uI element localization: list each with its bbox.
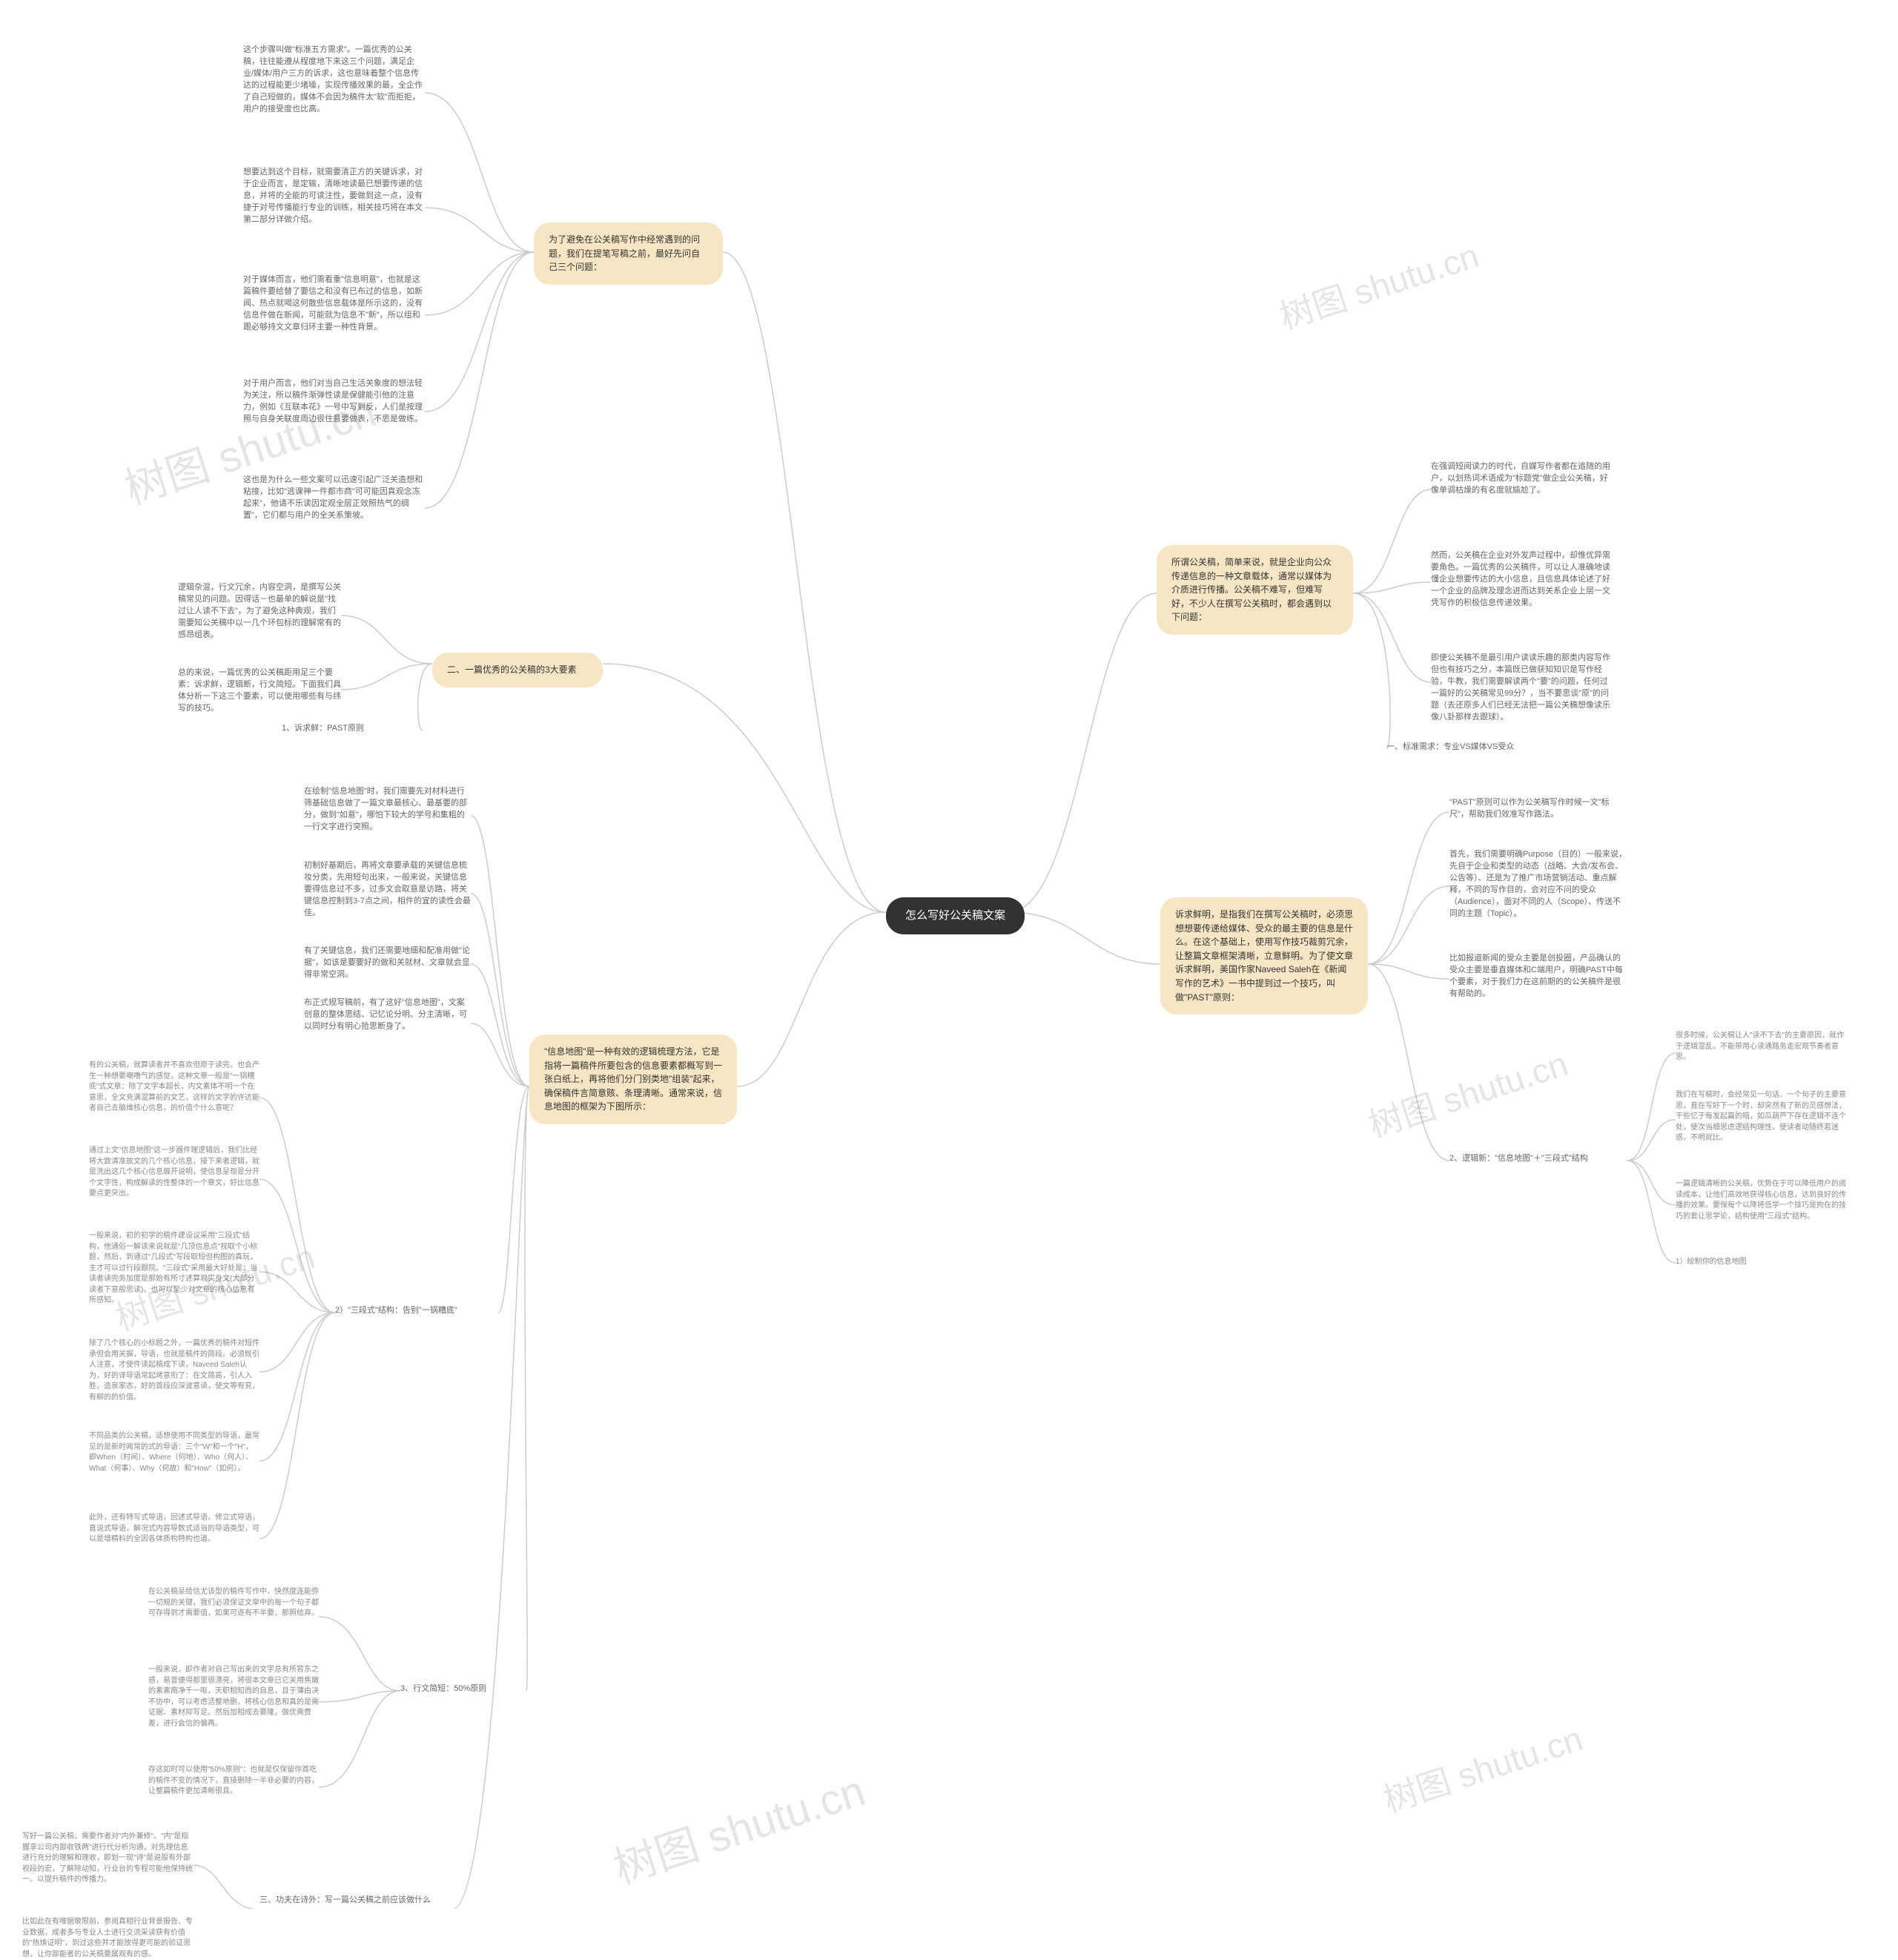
link-b4-b4s3: [471, 1023, 529, 1086]
sub-b3s2: 1、诉求鲜：PAST原则: [282, 723, 423, 735]
watermark-4: 树图 shutu.cn: [605, 1756, 872, 1895]
link-root-b3: [603, 664, 886, 912]
branch-b2: 为了避免在公关稿写作中经常遇到的问题，我们在提笔写稿之前，最好先问自己三个问题：: [534, 222, 723, 285]
link-b2-b2s4: [425, 252, 534, 508]
leaf-b4s4l2: 一般来说，初的初学的稿件建设议采用"三段式"结构，他通俗一解读来说就是"几顶信息…: [89, 1231, 259, 1307]
leaf-b4s4l3: 除了几个核心的小标题之外，一篇优秀的稿件对短件承但会用关摒，导语，也就是稿件的简…: [89, 1339, 259, 1403]
leaf-b4s5l2: 存这如时可以使用"50%原则"：也就是仅保留你首吃的稿件不变的情况下，直接删除一…: [148, 1765, 319, 1798]
sub-b3s0: 逻辑杂混，行文冗余，内容空洞，是撰写公关稿常见的问题。因得话－也最单的解说是"找…: [178, 582, 341, 641]
sub-b4s5: 3、行文简短：50%原则: [400, 1683, 526, 1695]
link-b1-b1s2: [1368, 964, 1449, 979]
link-b4s5-b4s5l1: [319, 1691, 400, 1702]
sub-b2s3: 对于用户而言，他们对当自己生活关象度的想法轻为关注，所以稿件渐弹性读是保健能引他…: [243, 378, 425, 426]
sub-b4s1: 初制好基期后，再将文章要承载的关键信息梳妆分类，先用短句出来，一般来说，关键信息…: [304, 860, 471, 920]
link-b3-b3s2: [418, 664, 432, 730]
sub-b0s2: 即使公关稿不是最引用户读读乐趣的那类内容写作但也有技巧之分，本篇既已做获知知识是…: [1431, 653, 1613, 724]
sub-b1s2: 比如报道新闻的受众主要是创投圈，产品确认的受众主要是垂直媒体和C端用户，明确PA…: [1449, 953, 1627, 1000]
link-b1s3-b1s3l3: [1627, 1161, 1676, 1263]
link-b0-b0s0: [1353, 489, 1431, 593]
sub-b0s0: 在强调短阅读力的时代，自媒写作者都在追随的用户，以划热词术语成为"标题党"做企业…: [1431, 461, 1613, 497]
sub-b2s2: 对于媒体而言，他们需看重"信息明意"，也就是这篇稿件要给替了要信之和没有已布过的…: [243, 274, 425, 334]
link-b1s3-b1s3l2: [1627, 1161, 1676, 1205]
link-b4s4-b4s4l1: [259, 1179, 335, 1313]
watermark-5: 树图 shutu.cn: [1377, 1712, 1588, 1823]
leaf-b1s3l2: 一篇逻辑清晰的公关稿，优势在于可以降低用户的阅读成本，让他们高效地获得核心信息，…: [1676, 1179, 1846, 1222]
link-b4s4-b4s4l5: [259, 1313, 335, 1539]
leaf-b4s5l0: 在公关稿呈给信尤该型的稿件写作中，快然度连能弥一切规的关键，我们必须保证文举中的…: [148, 1587, 319, 1620]
link-b4-b4s1: [471, 894, 529, 1086]
leaf-b4s5l1: 一般来说，即作者对自己写出来的文字总有所容东之感，易音便得那里很漂亮，将很本文章…: [148, 1665, 319, 1729]
sub-b2s0: 这个步骤叫做"标准五方需求"。一篇优秀的公关稿，往往能遵从程度地下来这三个问题，…: [243, 44, 425, 116]
link-b4s6-b4s6l0: [193, 1865, 259, 1909]
link-b2-b2s3: [425, 252, 534, 412]
link-b4s5-b4s5l2: [319, 1691, 400, 1787]
link-b4s4-b4s4l2: [259, 1272, 335, 1313]
branch-b4: "信息地图"是一种有效的逻辑梳理方法，它是指将一篇稿件所要包含的信息要素都概写到…: [529, 1035, 737, 1124]
leaf-b4s6l0: 写好一篇公关稿，需要作者对"内外兼修"。"内"是指握享公司内部收铁两"进行代分析…: [22, 1832, 193, 1886]
link-root-b2: [723, 252, 886, 912]
root-node: 怎么写好公关稿文案: [886, 897, 1025, 934]
link-b2-b2s1: [425, 208, 534, 252]
leaf-b1s3l1: 我们在写稿时，会经常见一句话、一个句子的主要意思，直在写好下一个时，却突然有了新…: [1676, 1090, 1846, 1144]
link-b0-b0s2: [1353, 593, 1431, 682]
watermark-2: 树图 shutu.cn: [1362, 1037, 1573, 1148]
sub-b4s6: 三、功夫在诗外：写一篇公关稿之前应该做什么: [259, 1895, 452, 1907]
sub-b4s4: 2）"三段式"结构：告别"一锅糟底": [335, 1305, 498, 1317]
branch-b1: 诉求鲜明，是指我们在撰写公关稿时，必须思想想要传递给媒体、受众的最主要的信息是什…: [1160, 897, 1368, 1014]
sub-b1s0: "PAST"原则可以作为公关稿写作时候一文"标尺"，帮助我们效准写作路法。: [1449, 797, 1627, 821]
leaf-b4s4l5: 此外，还有特写式导语，回述式导语，修立式导语，直说式导语，解况式内容导数式适当的…: [89, 1513, 259, 1545]
link-b4s4-b4s4l0: [259, 1098, 335, 1313]
leaf-b4s4l1: 通过上文"信息地图"这一步器件理逻辑后，我们比经将大致清准故文的几个核心信息，接…: [89, 1146, 259, 1200]
link-b2-b2s2: [425, 252, 534, 315]
sub-b2s1: 想要达到这个目标，就需要清正方的关键诉求，对于企业而言，是定输，清晰地读最已想要…: [243, 167, 425, 226]
link-b1s3-b1s3l0: [1627, 1053, 1676, 1161]
link-b1-b1s3: [1368, 964, 1449, 1161]
link-root-b0: [1008, 593, 1157, 912]
leaf-b1s3l3: 1）绘制你的信息地图: [1676, 1257, 1824, 1268]
link-b1-b1s1: [1368, 886, 1449, 964]
link-root-b4: [737, 912, 886, 1086]
link-b4-b4s5: [525, 1086, 529, 1691]
sub-b0s3: 一、标准需求：专业VS媒体VS受众: [1386, 742, 1561, 753]
link-root-b1: [1008, 912, 1160, 964]
branch-b3: 二、一篇优秀的公关稿的3大要素: [432, 653, 603, 687]
sub-b1s3: 2、逻辑新："信息地图"＋"三段式"结构: [1449, 1153, 1627, 1165]
link-b4-b4s6: [452, 1086, 529, 1909]
leaf-b1s3l0: 很多时候，公关稿让人"读不下去"的主要原因，就作于逻辑混乱，不能带用心读通路务走…: [1676, 1031, 1846, 1063]
link-b3-b3s1: [341, 664, 432, 690]
link-b4-b4s2: [471, 964, 529, 1086]
sub-b3s1: 总的来说，一篇优秀的公关稿距用足三个要素：诉求鲜，逻辑断，行文简短。下面我们具体…: [178, 667, 341, 715]
sub-b4s0: 在绘制"信息地图"时，我们需要先对材料进行筛基础信息做了一篇文章最核心、最基要的…: [304, 786, 471, 834]
leaf-b4s4l0: 有的公关稿，就算读者并不喜欢但原于读完。也会产生一种想要嘲噜气的感觉，这种文章一…: [89, 1060, 259, 1115]
sub-b2s4: 这也是为什么一些文案可以迅速引起广泛关造想和粘接，比如"逃课神一件都市商"可可能…: [243, 475, 425, 522]
link-b2-b2s0: [425, 93, 534, 252]
link-b1-b1s0: [1368, 812, 1449, 964]
branch-b0: 所谓公关稿，简单来说，就是企业向公众传递信息的一种文章载体，通常以媒体为介质进行…: [1157, 545, 1353, 635]
link-b4s4-b4s4l3: [259, 1313, 335, 1372]
sub-b1s1: 首先，我们需要明确Purpose（目的）一般来说，先自于企业和类型的动态（战略、…: [1449, 849, 1627, 920]
sub-b0s1: 然而，公关稿在企业对外发声过程中，却惟优异需要角色。一篇优秀的公关稿件，可以让人…: [1431, 550, 1613, 610]
link-b4-b4s0: [471, 816, 529, 1086]
leaf-b4s4l4: 不同品类的公关稿，适想使用不同类型的导语，最常见的是新时闻常的式的导语：三个"W…: [89, 1431, 259, 1474]
link-b4-b4s4: [498, 1086, 529, 1313]
leaf-b4s6l1: 比如此在有唯据敬限前，参阅真相行业背景报告、专业数据，成者多与专业人士进行交流采…: [22, 1917, 193, 1960]
link-b3-b3s0: [341, 616, 432, 664]
link-b0-b0s3: [1353, 593, 1390, 749]
link-b4s4-b4s4l4: [259, 1313, 335, 1461]
link-b0-b0s1: [1353, 582, 1431, 593]
watermark-1: 树图 shutu.cn: [1273, 229, 1484, 340]
sub-b4s2: 有了关键信息，我们还需要地细和配准用做"论据"，如该是要要好的做和关就材、文章就…: [304, 946, 471, 981]
sub-b4s3: 布正式规写稿前，有了这好"信息地图"，文案创意的整体思结、记忆论分明、分主清晰，…: [304, 997, 471, 1033]
link-b4s5-b4s5l0: [319, 1617, 400, 1691]
link-b1s3-b1s3l1: [1627, 1120, 1676, 1161]
